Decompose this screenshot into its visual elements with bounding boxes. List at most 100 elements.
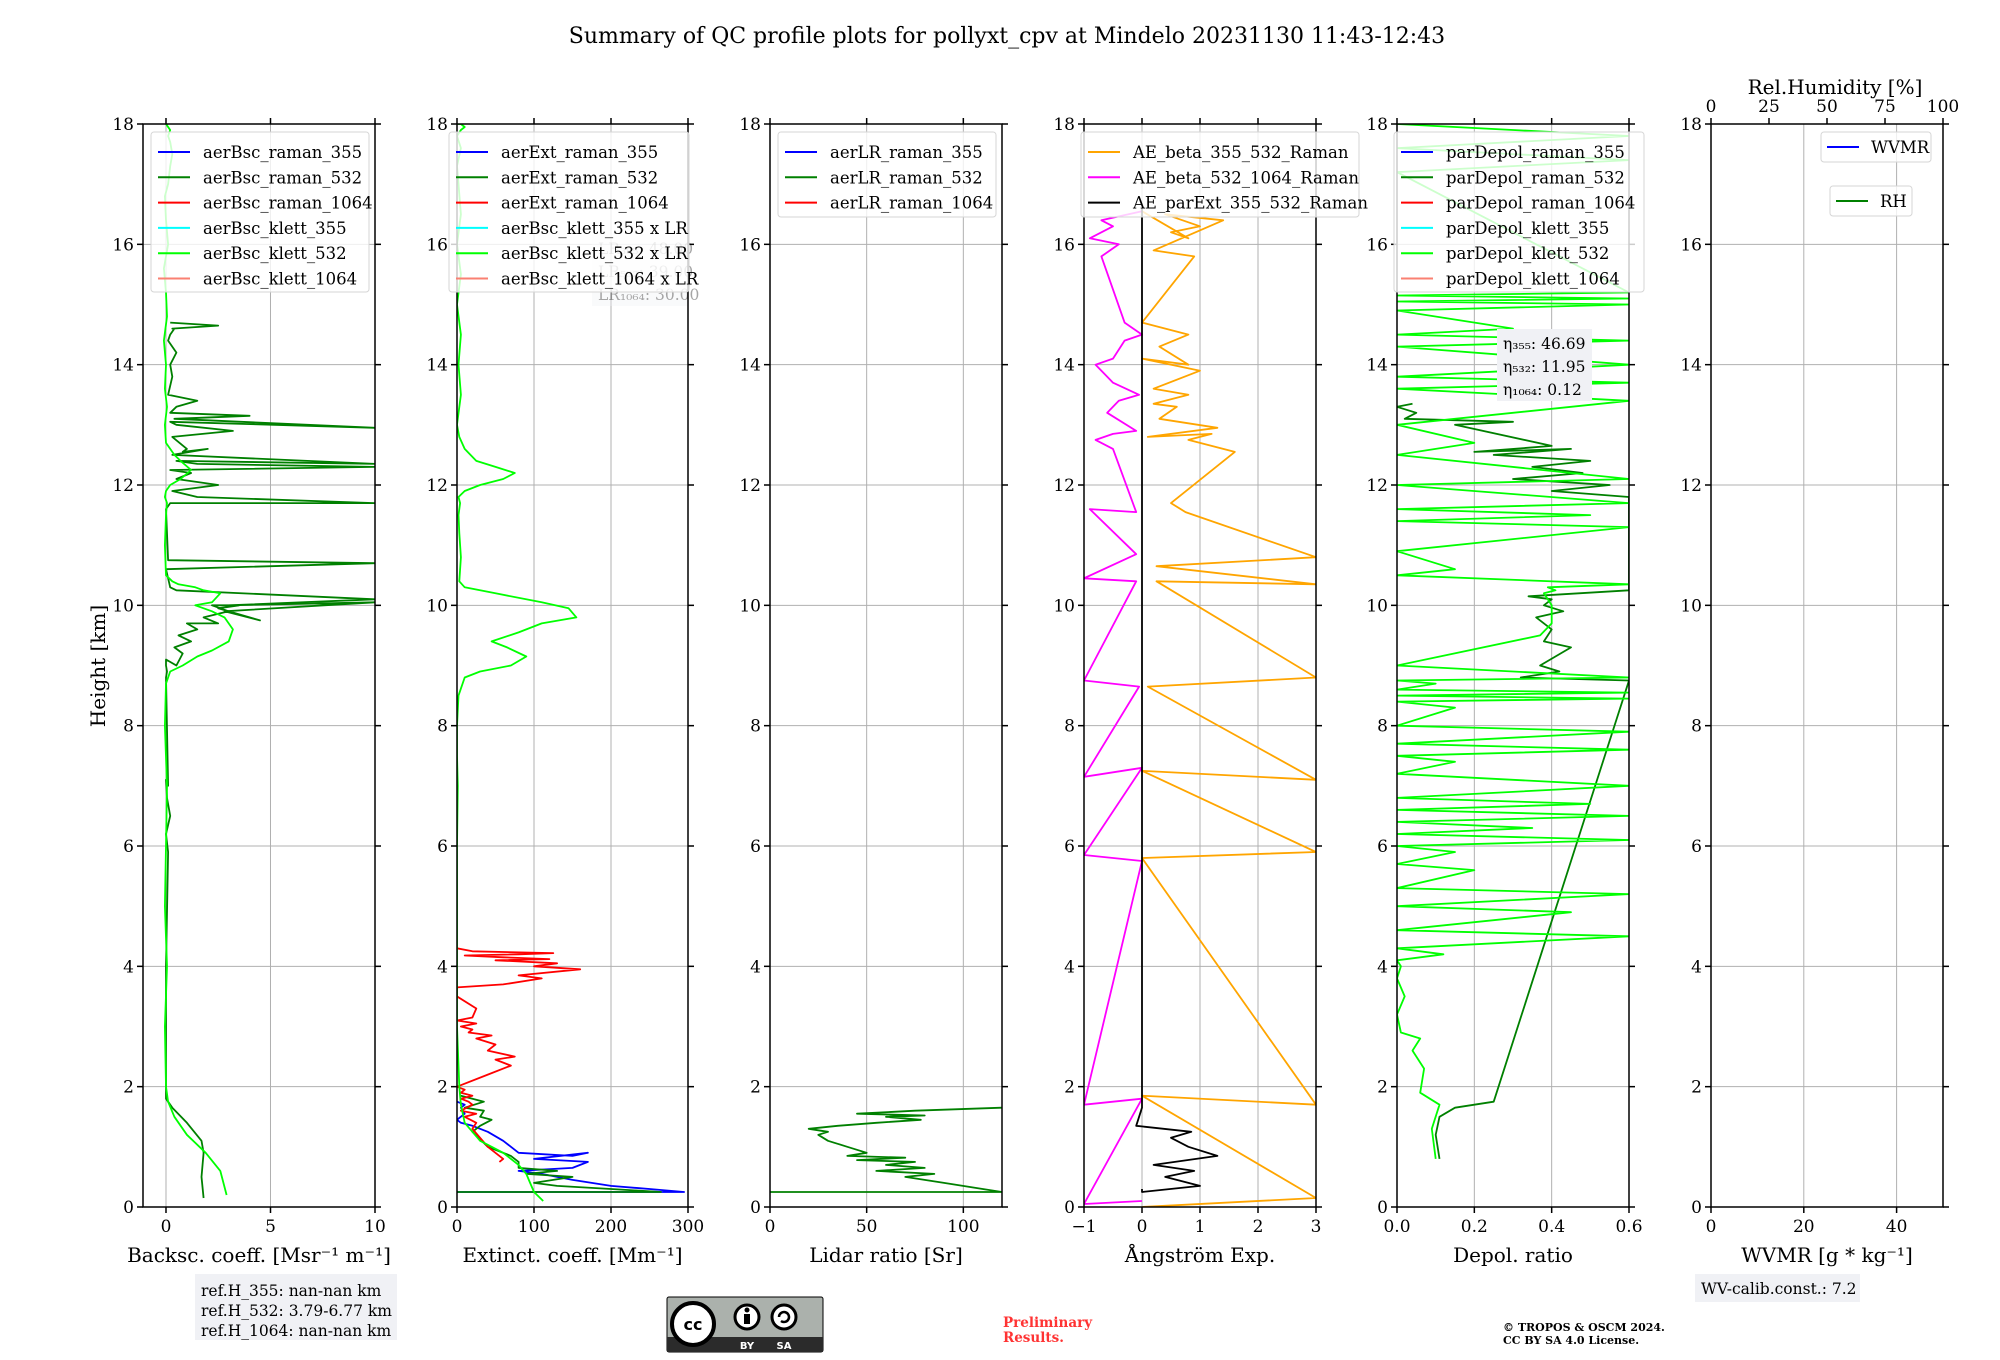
y-tick-label: 16 xyxy=(426,235,448,255)
legend-label: WVMR xyxy=(1871,138,1930,157)
legend-label: aerBsc_klett_1064 xyxy=(203,270,357,289)
y-tick-label: 18 xyxy=(112,115,134,135)
legend: RH xyxy=(1829,185,1913,217)
x-axis-label: Backsc. coeff. [Msr⁻¹ m⁻¹] xyxy=(127,1243,391,1267)
svg-text:BY: BY xyxy=(740,1341,755,1352)
x-tick-label: 2 xyxy=(1253,1217,1264,1237)
axes-frame xyxy=(1710,123,1944,1208)
y-tick-label: 2 xyxy=(123,1078,134,1098)
legend-label: aerBsc_klett_355 xyxy=(203,219,347,238)
y-tick-label: 0 xyxy=(1064,1198,1075,1218)
legend-label: parDepol_raman_355 xyxy=(1446,143,1625,162)
y-tick-label: 12 xyxy=(1053,476,1075,496)
legend-label: aerLR_raman_532 xyxy=(830,168,983,187)
y-tick-label: 10 xyxy=(1680,596,1702,616)
y-tick-label: 4 xyxy=(1064,957,1075,977)
x-tick-label: 0 xyxy=(765,1217,776,1237)
y-tick-label: 6 xyxy=(437,837,448,857)
y-tick-label: 14 xyxy=(1680,356,1702,376)
y-tick-label: 18 xyxy=(739,115,761,135)
series-line-AE_parExt_355_532_Raman xyxy=(1135,208,1219,1193)
y-tick-label: 16 xyxy=(1053,235,1075,255)
legend-label: parDepol_klett_1064 xyxy=(1446,270,1620,289)
axes-frame xyxy=(1396,123,1630,1208)
y-tick-label: 12 xyxy=(112,476,134,496)
axes-frame xyxy=(769,123,1003,1208)
legend-frame xyxy=(1829,185,1913,217)
legend-label: aerBsc_raman_355 xyxy=(203,143,362,162)
top-x-tick-label: 75 xyxy=(1874,97,1896,117)
y-tick-label: 6 xyxy=(1377,837,1388,857)
y-tick-label: 0 xyxy=(123,1198,134,1218)
legend-label: parDepol_raman_1064 xyxy=(1446,194,1635,213)
legend-label: aerBsc_raman_1064 xyxy=(203,194,373,213)
legend-label: aerExt_raman_1064 xyxy=(501,194,669,213)
x-tick-label: 0.6 xyxy=(1615,1217,1642,1237)
y-tick-label: 4 xyxy=(437,957,448,977)
top-x-tick-label: 25 xyxy=(1758,97,1780,117)
y-tick-label: 4 xyxy=(750,957,761,977)
svg-text:SA: SA xyxy=(777,1341,792,1352)
legend-label: aerLR_raman_1064 xyxy=(830,194,993,213)
y-tick-label: 18 xyxy=(426,115,448,135)
sa-share-icon xyxy=(770,1303,798,1331)
legend-label: parDepol_raman_532 xyxy=(1446,168,1625,187)
x-tick-label: 10 xyxy=(364,1217,386,1237)
legend-label: parDepol_klett_355 xyxy=(1446,219,1609,238)
panel-extinction: 0 100 200 300 0 2 4 6 8 10 12 14 16 18 Extinct. coeff.… xyxy=(426,115,704,1267)
x-tick-label: 100 xyxy=(947,1217,979,1237)
wv-calib-text: WV-calib.const.: 7.2 xyxy=(1701,1280,1857,1298)
y-tick-label: 14 xyxy=(1053,356,1075,376)
y-tick-label: 4 xyxy=(1377,957,1388,977)
legend: aerLR_raman_355 aerLR_raman_532 aerLR_rama… xyxy=(777,131,997,218)
legend-label: aerBsc_raman_532 xyxy=(203,168,362,187)
y-tick-label: 18 xyxy=(1366,115,1388,135)
x-tick-label: 40 xyxy=(1886,1217,1908,1237)
preliminary-label-2: Results. xyxy=(1003,1330,1064,1346)
legend-frame xyxy=(150,131,370,293)
preliminary-label: Preliminary xyxy=(1003,1315,1093,1331)
x-tick-label: 1 xyxy=(1195,1217,1206,1237)
series-line-aerExt_raman_355 xyxy=(457,1100,685,1193)
y-tick-label: 16 xyxy=(1366,235,1388,255)
y-tick-label: 16 xyxy=(739,235,761,255)
legend-label: RH xyxy=(1880,192,1907,211)
legend-frame xyxy=(1820,131,1932,163)
y-tick-label: 14 xyxy=(739,356,761,376)
y-tick-label: 16 xyxy=(112,235,134,255)
x-tick-label: 0 xyxy=(1137,1217,1148,1237)
top-x-tick-label: 50 xyxy=(1816,97,1838,117)
ref-height-355: ref.H_355: nan-nan km xyxy=(201,1282,382,1300)
cc-license-badge: cc BY SA xyxy=(666,1296,824,1353)
legend-label: AE_parExt_355_532_Raman xyxy=(1132,194,1368,213)
legend-label: aerLR_raman_355 xyxy=(830,143,983,162)
y-tick-label: 8 xyxy=(1691,717,1702,737)
y-tick-label: 2 xyxy=(750,1078,761,1098)
series-group xyxy=(1084,208,1316,1207)
legend-frame xyxy=(1393,131,1645,293)
y-tick-label: 8 xyxy=(1377,717,1388,737)
y-tick-label: 12 xyxy=(426,476,448,496)
x-tick-label: 5 xyxy=(265,1217,276,1237)
y-tick-label: 10 xyxy=(1053,596,1075,616)
x-tick-label: 0.4 xyxy=(1538,1217,1565,1237)
y-tick-label: 10 xyxy=(426,596,448,616)
y-tick-label: 4 xyxy=(123,957,134,977)
y-tick-label: 12 xyxy=(739,476,761,496)
y-tick-label: 14 xyxy=(426,356,448,376)
y-tick-label: 2 xyxy=(437,1078,448,1098)
legend: parDepol_raman_355 parDepol_raman_532 parD… xyxy=(1393,131,1645,293)
x-tick-label: 0.0 xyxy=(1383,1217,1410,1237)
x-axis-label: WVMR [g * kg⁻¹] xyxy=(1741,1243,1913,1267)
legend-label: aerBsc_klett_532 xyxy=(203,244,347,263)
x-tick-label: −1 xyxy=(1071,1217,1096,1237)
y-tick-label: 12 xyxy=(1366,476,1388,496)
y-tick-label: 8 xyxy=(437,717,448,737)
series-line-aerBsc_raman_532 xyxy=(165,321,375,1199)
y-tick-label: 8 xyxy=(123,717,134,737)
y-tick-label: 2 xyxy=(1377,1078,1388,1098)
top-axis-label: Rel.Humidity [%] xyxy=(1748,75,1923,99)
y-tick-label: 10 xyxy=(1366,596,1388,616)
legend-frame xyxy=(777,131,997,218)
